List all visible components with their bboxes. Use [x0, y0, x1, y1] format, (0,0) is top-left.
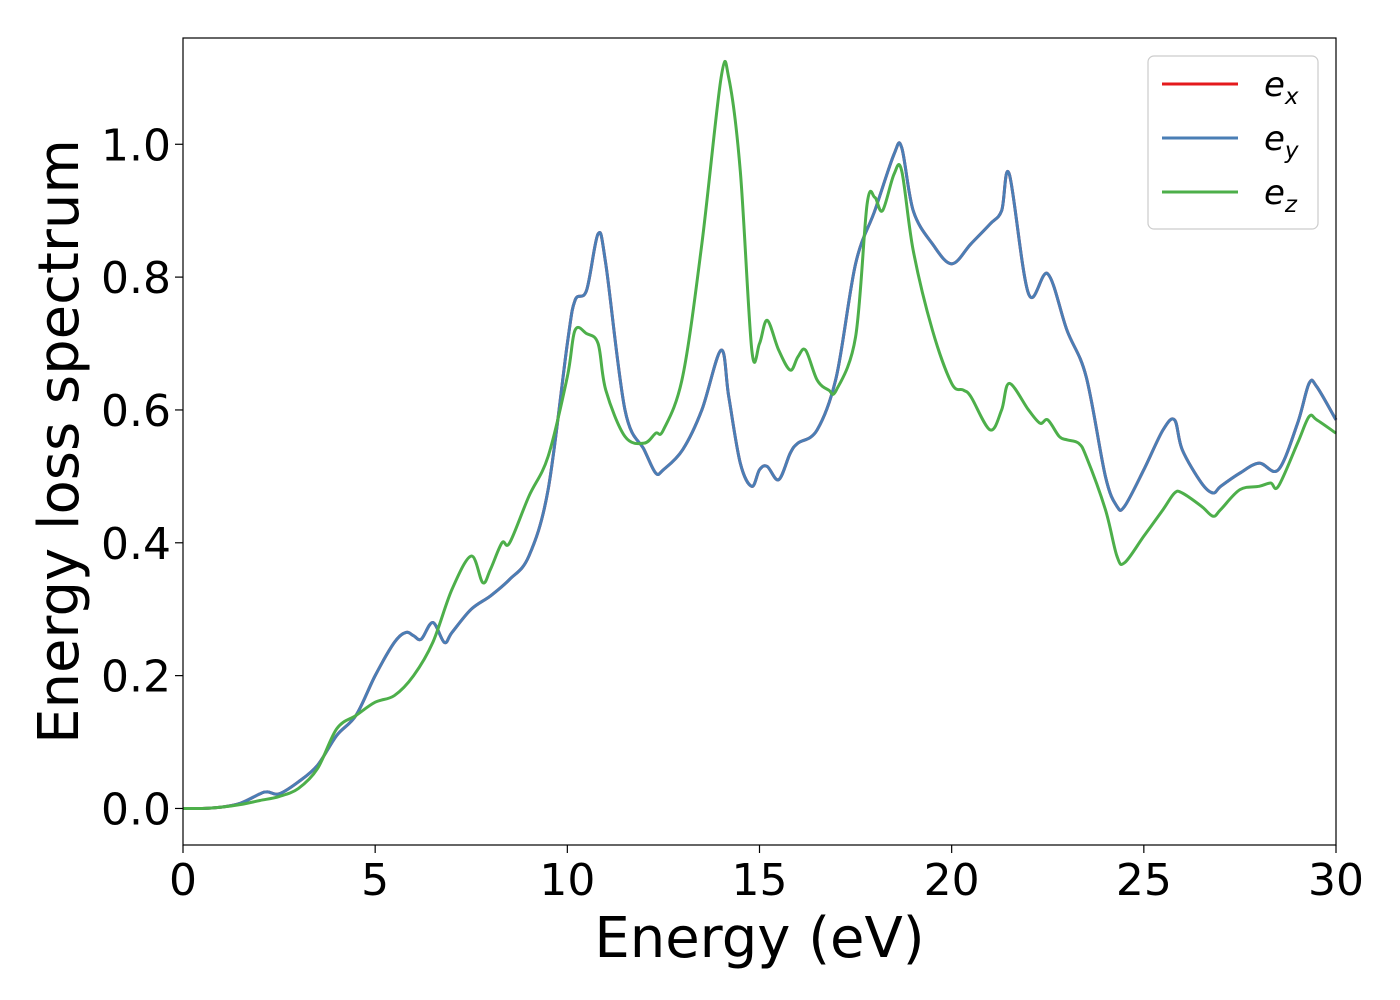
legend: ex ey ez: [1147, 55, 1319, 230]
y-axis: 0.0 0.2 0.4 0.6 0.8 1.0: [101, 120, 183, 835]
y-tick-label: 0.6: [101, 386, 171, 437]
series-line-y: [182, 141, 1338, 811]
x-tick-label: 15: [732, 855, 788, 906]
x-tick-label: 25: [1116, 855, 1172, 906]
y-tick-label: 0.0: [101, 784, 171, 835]
y-tick-label: 0.8: [101, 253, 171, 304]
series-line-z: [182, 60, 1337, 811]
legend-label-z: ez: [1264, 173, 1298, 218]
y-tick-label: 1.0: [101, 120, 171, 171]
series-layer: [182, 60, 1338, 811]
y-axis-label: Energy loss spectrum: [27, 139, 92, 744]
x-tick-label: 30: [1308, 855, 1364, 906]
legend-label-x: ex: [1264, 65, 1299, 110]
x-tick-label: 20: [924, 855, 980, 906]
x-axis-label: Energy (eV): [594, 906, 924, 971]
x-axis: 0 5 10 15 20 25 30: [169, 845, 1364, 906]
legend-label-y: ey: [1264, 119, 1299, 164]
x-tick-label: 5: [361, 855, 389, 906]
legend-box: [1147, 55, 1319, 230]
x-tick-label: 10: [539, 855, 595, 906]
y-tick-label: 0.2: [101, 652, 171, 703]
y-tick-label: 0.4: [101, 519, 171, 570]
x-tick-label: 0: [169, 855, 197, 906]
